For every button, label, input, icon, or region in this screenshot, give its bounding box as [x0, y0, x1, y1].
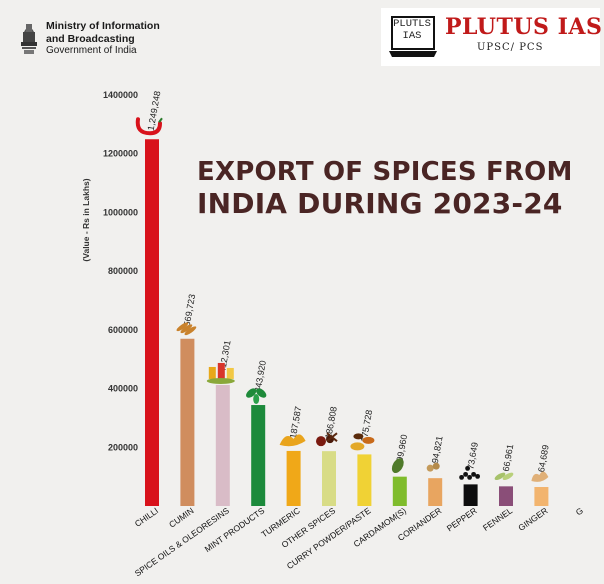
ministry-text: Ministry of Information and Broadcasting… — [46, 20, 160, 58]
bar — [322, 451, 336, 506]
chart-bars — [145, 139, 549, 507]
data-label: 73,649 — [465, 441, 480, 470]
data-label: 94,821 — [430, 435, 445, 464]
bar — [215, 384, 230, 506]
bar — [463, 484, 478, 506]
curry-powder-icon — [350, 433, 375, 451]
data-label: 99,960 — [395, 434, 410, 463]
ministry-line2: and Broadcasting — [46, 32, 135, 45]
bar — [357, 454, 372, 506]
y-tick-label: 400000 — [108, 384, 138, 394]
ministry-header: Ministry of Information and Broadcasting… — [18, 16, 218, 64]
spice-oil-bottles-icon — [206, 362, 235, 384]
laptop-icon — [389, 16, 437, 57]
ginger-icon — [531, 471, 549, 482]
y-axis-label: (Value - Rs in Lakhs) — [81, 178, 91, 261]
data-label: 66,961 — [501, 443, 516, 472]
brand-logo-text: PLUTLS IAS — [393, 18, 431, 42]
x-tick-label: GINGER — [516, 505, 549, 532]
y-tick-label: 200000 — [108, 442, 138, 452]
bar — [392, 476, 407, 506]
chart-axes: 200000 400000 600000 800000 1000000 1200000 14… — [81, 90, 138, 452]
bar — [286, 450, 301, 506]
chart-title-line1: EXPORT OF SPICES FROM — [197, 157, 573, 187]
y-tick-label: 1200000 — [103, 149, 138, 159]
data-label: 343,920 — [252, 360, 267, 394]
x-tick-label: PEPPER — [445, 505, 479, 533]
brand-logo-line1: PLUTLS — [393, 18, 431, 30]
data-label: 187,587 — [288, 406, 303, 440]
x-tick-label: CUMIN — [167, 505, 196, 529]
x-tick-label: G — [574, 505, 585, 517]
bar — [180, 338, 195, 506]
bar — [499, 486, 513, 506]
bar — [534, 487, 549, 506]
brand-name: PLUTUS IAS — [445, 14, 603, 40]
cumin-icon — [176, 322, 197, 336]
chilli-icon — [135, 117, 163, 136]
x-tick-label: CHILLI — [133, 505, 160, 528]
y-tick-label: 1400000 — [103, 90, 138, 100]
chart-title-line2: INDIA DURING 2023-24 — [197, 187, 563, 220]
coriander-icon — [426, 462, 440, 472]
national-emblem-icon — [21, 24, 37, 54]
y-tick-label: 800000 — [108, 266, 138, 276]
turmeric-icon — [279, 434, 306, 447]
ministry-line3: Government of India — [46, 45, 137, 56]
chart-title: EXPORT OF SPICES FROM INDIA DURING 2023-… — [197, 156, 573, 220]
cardamom-icon — [391, 458, 404, 474]
bar — [251, 405, 266, 506]
brand-logo: PLUTLS IAS PLUTUS IAS UPSC/ PCS — [381, 8, 603, 66]
other-spices-icon — [316, 432, 338, 447]
bar — [145, 139, 159, 507]
brand-logo-line2: IAS — [402, 30, 422, 42]
x-tick-label: FENNEL — [481, 505, 514, 533]
ministry-line1: Ministry of Information — [46, 20, 160, 32]
mint-leaf-icon — [246, 388, 267, 405]
y-tick-label: 600000 — [108, 325, 138, 335]
fennel-icon — [494, 472, 514, 481]
brand-tagline: UPSC/ PCS — [477, 42, 544, 53]
pepper-icon — [459, 465, 480, 480]
data-label: 64,689 — [536, 444, 551, 473]
bar — [428, 478, 443, 506]
x-tick-label: MINT PRODUCTS — [203, 505, 267, 554]
y-tick-label: 1000000 — [103, 207, 138, 217]
data-label: 569,723 — [182, 293, 197, 327]
